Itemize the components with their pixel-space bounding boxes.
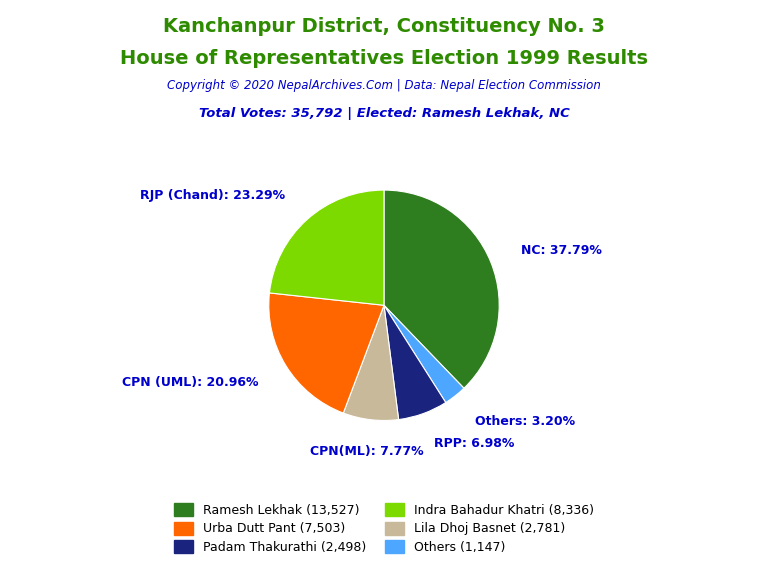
Wedge shape <box>384 305 445 419</box>
Text: CPN (UML): 20.96%: CPN (UML): 20.96% <box>122 376 258 389</box>
Wedge shape <box>343 305 399 420</box>
Text: House of Representatives Election 1999 Results: House of Representatives Election 1999 R… <box>120 49 648 68</box>
Text: NC: 37.79%: NC: 37.79% <box>521 244 601 257</box>
Text: Total Votes: 35,792 | Elected: Ramesh Lekhak, NC: Total Votes: 35,792 | Elected: Ramesh Le… <box>199 107 569 120</box>
Text: RJP (Chand): 23.29%: RJP (Chand): 23.29% <box>141 189 286 202</box>
Wedge shape <box>269 293 384 413</box>
Text: CPN(ML): 7.77%: CPN(ML): 7.77% <box>310 445 424 458</box>
Wedge shape <box>384 190 499 388</box>
Legend: Ramesh Lekhak (13,527), Urba Dutt Pant (7,503), Padam Thakurathi (2,498), Indra : Ramesh Lekhak (13,527), Urba Dutt Pant (… <box>169 498 599 559</box>
Text: RPP: 6.98%: RPP: 6.98% <box>434 438 515 450</box>
Text: Others: 3.20%: Others: 3.20% <box>475 415 575 428</box>
Text: Kanchanpur District, Constituency No. 3: Kanchanpur District, Constituency No. 3 <box>163 17 605 36</box>
Wedge shape <box>270 190 384 305</box>
Wedge shape <box>384 305 464 403</box>
Text: Copyright © 2020 NepalArchives.Com | Data: Nepal Election Commission: Copyright © 2020 NepalArchives.Com | Dat… <box>167 79 601 93</box>
